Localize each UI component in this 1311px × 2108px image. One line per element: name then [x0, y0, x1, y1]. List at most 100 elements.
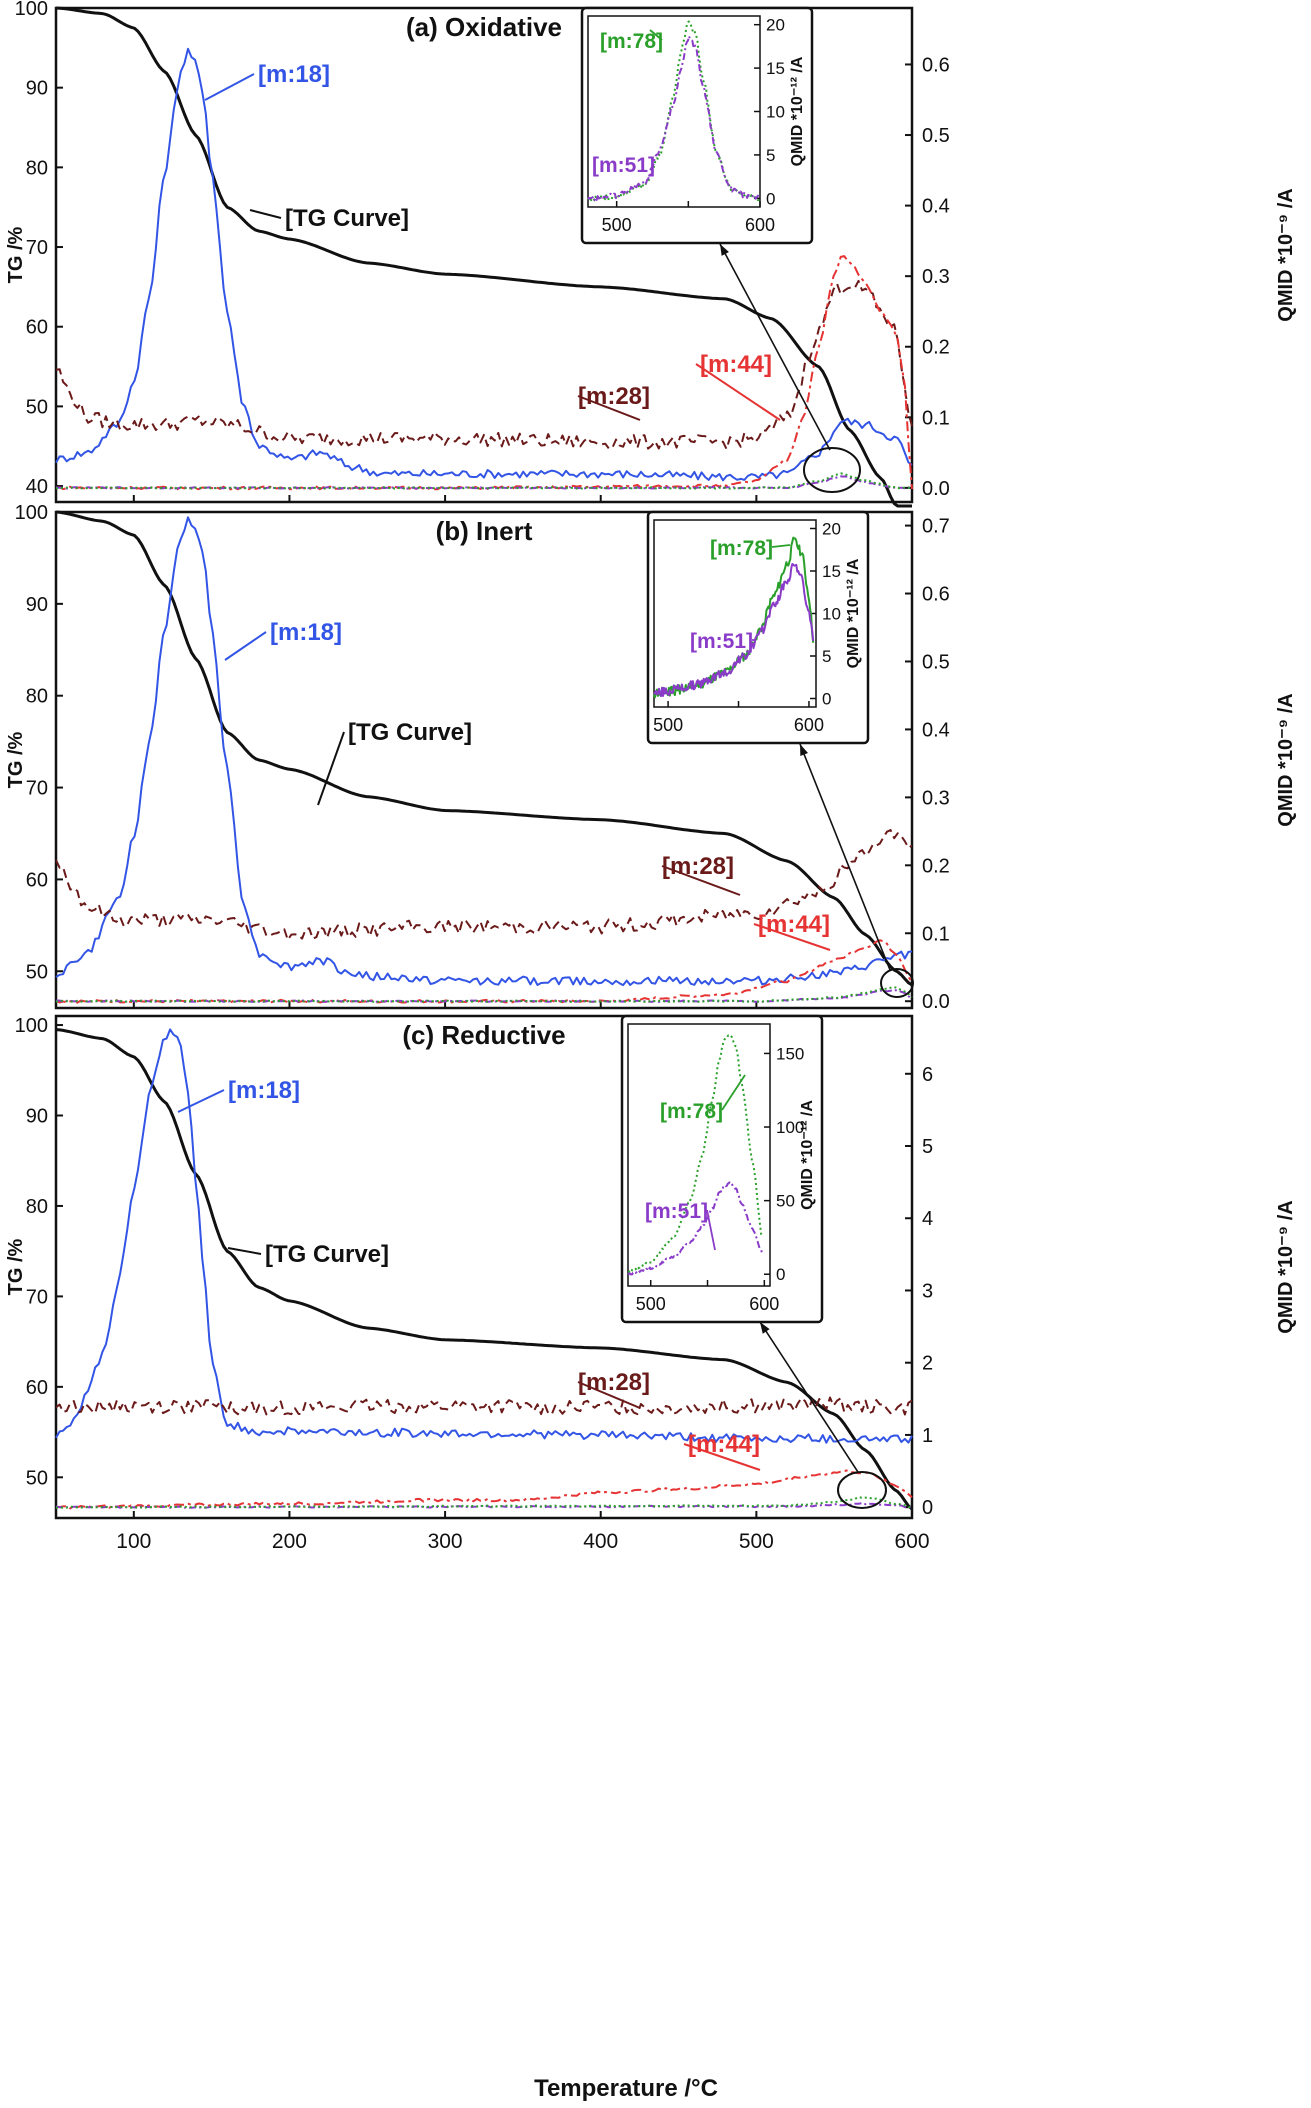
- right-tick-label: 5: [922, 1136, 933, 1158]
- left-tick-label: 40: [26, 476, 48, 498]
- zoom-arrow: [719, 243, 831, 451]
- arrow-head: [800, 744, 808, 756]
- left-tick-label: 90: [26, 1105, 48, 1127]
- x-tick-label: 300: [428, 1530, 463, 1553]
- series-line-tg: [55, 6, 912, 508]
- inset-y-axis-title: QMID *10⁻¹² /A: [845, 558, 862, 668]
- series-line-m28: [55, 279, 913, 450]
- series-label: [TG Curve]: [348, 719, 472, 746]
- inset-x-tick-label: 600: [794, 715, 824, 735]
- series-label: [TG Curve]: [285, 205, 409, 232]
- series-group: [55, 1028, 913, 1511]
- highlight-circle: [880, 968, 914, 998]
- inset-series-line-m51: [587, 35, 761, 201]
- right-tick-label: 0.6: [922, 54, 950, 76]
- series-line-tg: [55, 1028, 913, 1511]
- inset-leader-line: [706, 1209, 716, 1251]
- series-label: [m:28]: [578, 1369, 650, 1396]
- series-line-m78: [55, 472, 913, 490]
- left-tick-label: 100: [15, 1015, 48, 1037]
- inset-y-tick-label: 20: [766, 16, 785, 35]
- panel-title: (b) Inert: [436, 516, 533, 546]
- left-tick-label: 90: [26, 78, 48, 100]
- right-tick-label: 0.5: [922, 125, 950, 147]
- leader-line: [317, 731, 345, 806]
- right-tick-label: 0.1: [922, 923, 950, 945]
- left-tick-label: 50: [26, 961, 48, 983]
- inset-y-axis-title: QMID *10⁻¹² /A: [799, 1100, 816, 1210]
- right-tick-label: 0.4: [922, 196, 950, 218]
- panel-reductive: (c) Reductive 50 60 70 80 90 100 TG /% 0 1 2 3 4 5 6 QM…: [5, 1014, 1297, 1520]
- right-tick-label: 0.0: [922, 991, 950, 1013]
- series-line-m44: [55, 1469, 913, 1510]
- x-tick-label: 400: [583, 1530, 618, 1553]
- inset-y-tick-label: 10: [822, 605, 841, 624]
- inset-y-tick-label: 5: [822, 647, 831, 666]
- left-tick-label: 50: [26, 1467, 48, 1489]
- inset-y-tick-label: 15: [822, 562, 841, 581]
- right-axis-title: QMID *10⁻⁹ /A: [1275, 693, 1297, 826]
- series-label: [m:44]: [688, 1431, 760, 1458]
- series-line-m51: [55, 1502, 913, 1509]
- arrow-head: [760, 1322, 770, 1334]
- inset-series-label: [m:78]: [660, 1100, 723, 1123]
- leader-line: [204, 73, 255, 101]
- inset-series-line-m51: [653, 563, 815, 698]
- left-tick-label: 80: [26, 686, 48, 708]
- inset-series-line-m51: [627, 1181, 763, 1276]
- left-axis-title: TG /%: [5, 226, 27, 283]
- inset-y-axis-title: QMID *10⁻¹² /A: [789, 56, 806, 166]
- inset-leader-line: [721, 1074, 746, 1111]
- plot-frame: [54, 6, 914, 504]
- series-label: [m:28]: [578, 383, 650, 410]
- left-tick-label: 60: [26, 869, 48, 891]
- left-tick-label: 60: [26, 1377, 48, 1399]
- series-line-m51: [55, 989, 913, 1003]
- leader-line: [577, 395, 641, 421]
- series-line-m28: [55, 1396, 913, 1416]
- plot-frame: [54, 510, 914, 1010]
- series-label: [TG Curve]: [265, 1241, 389, 1268]
- inset-x-tick-label: 500: [602, 215, 632, 235]
- leader-line: [577, 1381, 641, 1409]
- leader-line: [683, 1443, 761, 1471]
- inset-series-label: [m:51]: [690, 630, 753, 653]
- series-line-tg: [55, 510, 913, 987]
- inset-y-tick-label: 0: [766, 189, 775, 208]
- inset-x-tick-label: 500: [636, 1294, 666, 1314]
- right-tick-label: 0: [922, 1497, 933, 1519]
- right-tick-label: 0.5: [922, 651, 950, 673]
- shared-x-axis: 100 200 300 400 500 600: [116, 1530, 929, 1553]
- series-label: [m:44]: [758, 911, 830, 938]
- left-tick-label: 70: [26, 237, 48, 259]
- inset-x-tick-label: 600: [745, 215, 775, 235]
- right-tick-label: 0.0: [922, 478, 950, 500]
- panel-title: (c) Reductive: [402, 1020, 565, 1050]
- inset-chart: 500 600 0 5 10 15 20 QMID *10⁻¹² /A [m:78] [m:51]: [646, 510, 870, 745]
- right-tick-label: 0.6: [922, 584, 950, 606]
- series-line-m18: [55, 516, 913, 987]
- right-tick-label: 6: [922, 1064, 933, 1086]
- inset-y-tick-label: 50: [776, 1192, 795, 1211]
- highlight-circle: [803, 447, 861, 493]
- series-line-m44: [55, 939, 913, 1004]
- inset-y-tick-label: 20: [822, 520, 841, 539]
- inset-y-tick-label: 150: [776, 1044, 804, 1063]
- series-label: [m:18]: [270, 619, 342, 646]
- inset-y-tick-label: 0: [822, 690, 831, 709]
- right-tick-label: 2: [922, 1353, 933, 1375]
- series-line-m18: [55, 1028, 913, 1444]
- right-tick-label: 0.2: [922, 337, 950, 359]
- inset-frame: [620, 1014, 824, 1324]
- left-tick-label: 100: [15, 0, 48, 20]
- right-tick-label: 0.4: [922, 719, 950, 741]
- inset-x-tick-label: 600: [749, 1294, 779, 1314]
- series-line-m44: [55, 255, 913, 491]
- inset-y-tick-label: 100: [776, 1118, 804, 1137]
- left-tick-label: 80: [26, 1196, 48, 1218]
- leader-line: [224, 631, 267, 661]
- right-tick-label: 0.1: [922, 407, 950, 429]
- left-tick-label: 70: [26, 1286, 48, 1308]
